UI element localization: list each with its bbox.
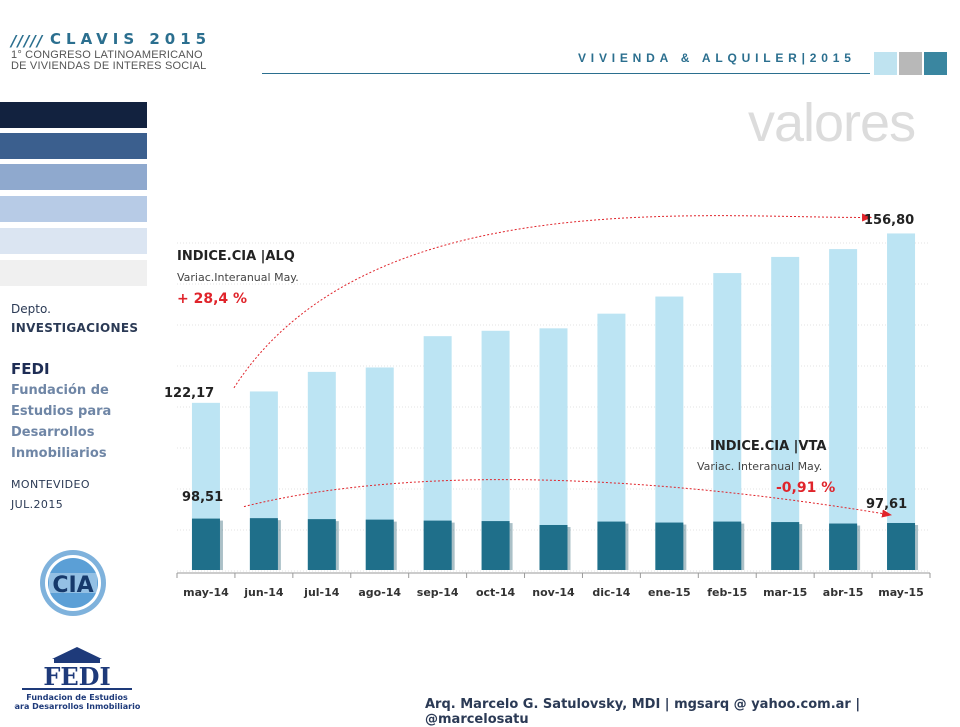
date-label: JUL.2015 xyxy=(11,498,64,511)
alq-bar xyxy=(713,273,742,570)
org-acronym: FEDI xyxy=(11,360,50,378)
header-square-teal xyxy=(924,52,947,75)
congress-line-2: DE VIVIENDAS DE INTERES SOCIAL xyxy=(11,60,207,72)
org-name-line: Estudios para xyxy=(11,404,112,419)
brand-title: CLAVIS 2015 xyxy=(50,30,212,48)
alq-subtitle: Variac.Interanual May. xyxy=(177,271,299,284)
left-bar-6 xyxy=(0,260,147,286)
congress-line-1: 1° CONGRESO LATINOAMERICANO xyxy=(11,49,203,61)
vta-bar xyxy=(249,518,278,570)
dept-name: INVESTIGACIONES xyxy=(11,321,139,335)
chart-grid xyxy=(177,242,930,572)
vta-bar xyxy=(191,518,220,570)
fedi-logo: FEDI Fundacion de Estudios para Desarrol… xyxy=(14,647,140,711)
fedi-logo-sub2: para Desarrollos Inmobiliarios xyxy=(14,702,140,711)
x-tick-label: sep-14 xyxy=(417,586,459,599)
left-bar-2 xyxy=(0,133,147,159)
org-name-line: Inmobiliarios xyxy=(11,446,107,461)
x-tick-label: jun-14 xyxy=(243,586,284,599)
vta-bar xyxy=(597,521,626,570)
vta-bar xyxy=(307,519,336,570)
vta-bar xyxy=(539,524,568,570)
left-bar-4 xyxy=(0,196,147,222)
alq-bar xyxy=(887,233,916,570)
fedi-logo-sub1: Fundacion de Estudios xyxy=(26,693,128,702)
topic-title: VIVIENDA & ALQUILER|2015 xyxy=(578,51,856,65)
vta-bar xyxy=(423,520,452,570)
vta-bar xyxy=(771,522,800,570)
header-square-light xyxy=(874,52,897,75)
values-chart: may-14 jun-14 jul-14 ago-14 sep-14 oct-14 nov-… xyxy=(164,213,931,599)
vta-bar xyxy=(887,522,916,570)
vta-bar xyxy=(655,522,684,570)
section-title: valores xyxy=(748,93,916,153)
x-tick-label: jul-14 xyxy=(303,586,340,599)
x-tick-label: oct-14 xyxy=(476,586,516,599)
arrow-vta xyxy=(243,479,893,518)
left-bar-1 xyxy=(0,102,147,128)
org-name-line: Desarrollos xyxy=(11,425,95,440)
alq-end-label: 156,80 xyxy=(864,213,914,228)
org-name-line: Fundación de xyxy=(11,383,109,398)
left-bar-3 xyxy=(0,164,147,190)
cia-logo: CIA xyxy=(40,550,106,616)
cia-logo-text: CIA xyxy=(52,573,93,598)
x-tick-label: ene-15 xyxy=(648,586,691,599)
vta-subtitle: Variac. Interanual May. xyxy=(697,460,822,473)
vta-variation: -0,91 % xyxy=(776,480,835,496)
header-square-gray xyxy=(899,52,922,75)
alq-start-label: 122,17 xyxy=(164,386,214,401)
vta-bar xyxy=(481,521,510,570)
vta-start-label: 98,51 xyxy=(182,490,223,505)
x-tick-label: mar-15 xyxy=(763,586,807,599)
x-tick-label: feb-15 xyxy=(707,586,747,599)
x-tick-label: may-15 xyxy=(878,586,924,599)
alq-bar xyxy=(771,256,800,570)
alq-variation: + 28,4 % xyxy=(177,291,247,307)
vta-end-label: 97,61 xyxy=(866,497,907,512)
vta-bar xyxy=(365,519,394,570)
x-tick-label: nov-14 xyxy=(532,586,575,599)
alq-title: INDICE.CIA |ALQ xyxy=(177,249,295,264)
brand-slashes: ///// xyxy=(11,32,44,50)
dept-label: Depto. xyxy=(11,302,51,316)
vta-title: INDICE.CIA |VTA xyxy=(710,439,826,454)
left-bar-5 xyxy=(0,228,147,254)
series-vta-bars xyxy=(191,518,919,570)
footer-credits: Arq. Marcelo G. Satulovsky, MDI | mgsarq… xyxy=(425,697,861,727)
x-axis-ticks: may-14 jun-14 jul-14 ago-14 sep-14 oct-14 nov-… xyxy=(176,573,931,599)
x-tick-label: abr-15 xyxy=(823,586,864,599)
header-divider xyxy=(262,73,870,74)
vta-bar xyxy=(829,523,858,570)
x-tick-label: dic-14 xyxy=(592,586,630,599)
fedi-logo-text: FEDI xyxy=(43,662,110,691)
vta-bar xyxy=(713,521,742,570)
alq-bar xyxy=(829,249,858,570)
x-tick-label: ago-14 xyxy=(358,586,401,599)
x-tick-label: may-14 xyxy=(183,586,229,599)
arrow-alq xyxy=(233,213,873,389)
chart-annotations: INDICE.CIA |ALQ Variac.Interanual May. +… xyxy=(164,213,914,512)
city-label: MONTEVIDEO xyxy=(11,478,90,491)
